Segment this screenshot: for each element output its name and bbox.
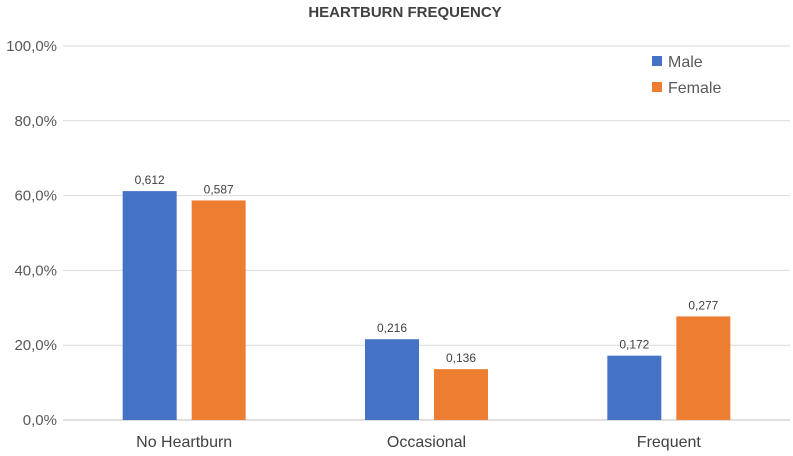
y-tick-label: 60,0% bbox=[14, 188, 57, 205]
bar-female-2 bbox=[434, 369, 488, 420]
y-axis-ticks: 0,0% 20,0% 40,0% 60,0% 80,0% 100,0% bbox=[6, 38, 57, 429]
data-label: 0,136 bbox=[446, 351, 476, 365]
legend-swatch-male bbox=[652, 56, 662, 66]
data-label: 0,216 bbox=[377, 321, 407, 335]
x-axis-categories: No Heartburn Occasional Frequent bbox=[136, 434, 701, 451]
y-tick-label: 80,0% bbox=[14, 113, 57, 130]
x-category-label: Occasional bbox=[387, 434, 466, 451]
bar-male-1 bbox=[122, 191, 177, 420]
x-category-label: Frequent bbox=[637, 434, 702, 451]
data-label: 0,277 bbox=[688, 298, 718, 312]
bar-female-1 bbox=[191, 200, 246, 420]
y-tick-label: 100,0% bbox=[6, 38, 57, 55]
bars bbox=[122, 191, 731, 420]
y-tick-label: 20,0% bbox=[14, 337, 57, 354]
legend-label-female: Female bbox=[668, 80, 721, 97]
bar-male-2 bbox=[365, 339, 419, 420]
legend-swatch-female bbox=[652, 82, 662, 92]
data-label: 0,587 bbox=[204, 182, 234, 196]
data-labels: 0,612 0,587 0,216 0,136 0,172 0,277 bbox=[135, 173, 719, 365]
bar-female-3 bbox=[676, 316, 731, 420]
y-tick-label: 0,0% bbox=[23, 412, 57, 429]
legend-label-male: Male bbox=[668, 54, 703, 71]
bar-male-3 bbox=[607, 355, 662, 420]
data-label: 0,612 bbox=[135, 173, 165, 187]
data-label: 0,172 bbox=[619, 338, 649, 352]
y-tick-label: 40,0% bbox=[14, 262, 57, 279]
legend: Male Female bbox=[652, 54, 721, 97]
gridlines bbox=[63, 45, 790, 421]
x-category-label: No Heartburn bbox=[136, 434, 232, 451]
chart-title: HEARTBURN FREQUENCY bbox=[308, 4, 501, 21]
